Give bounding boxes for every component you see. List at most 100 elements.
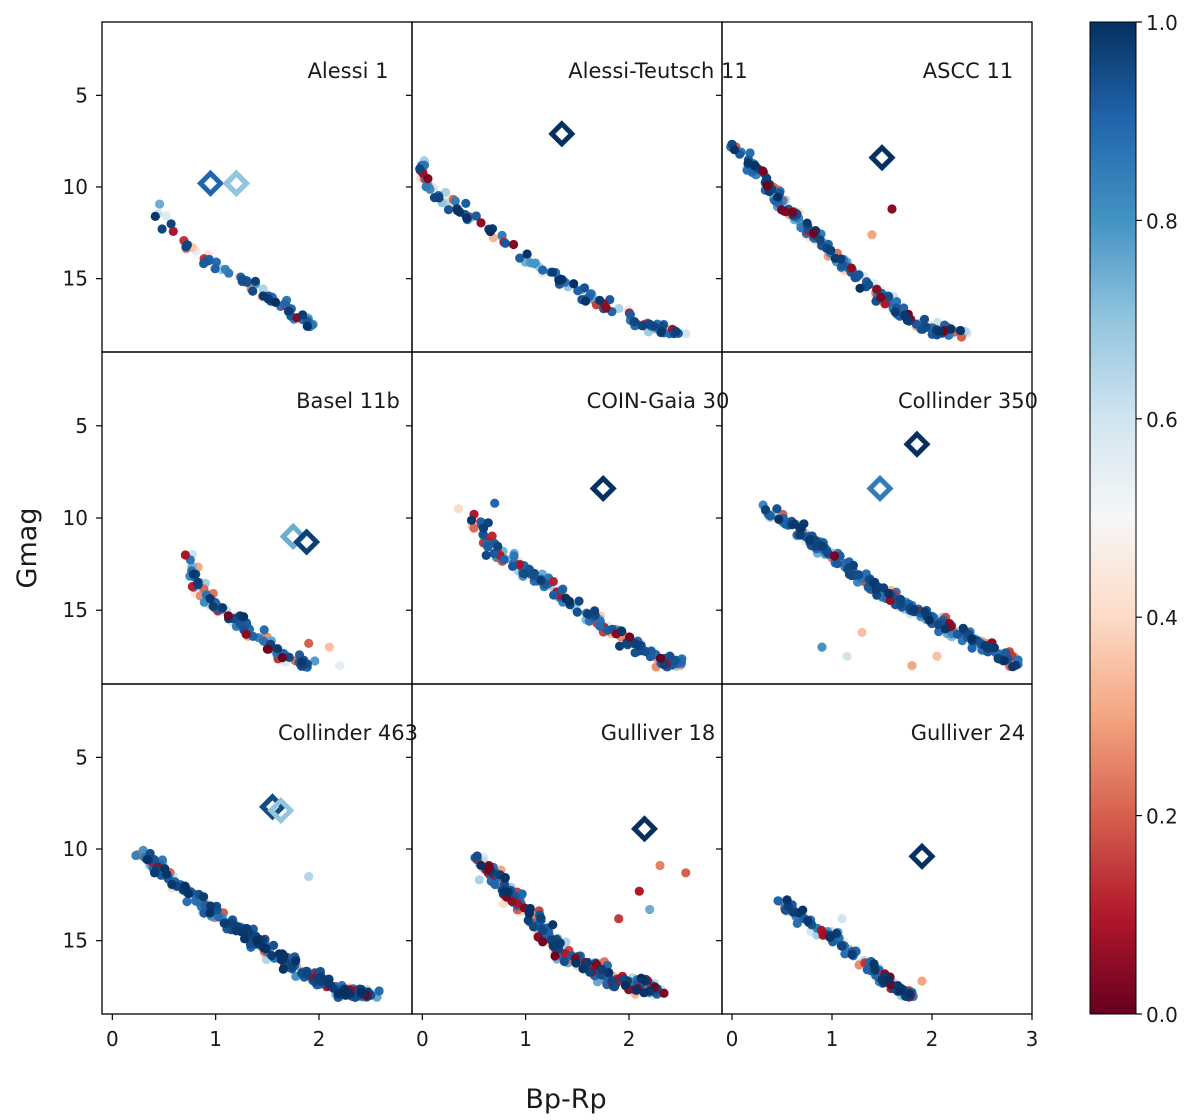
star-point <box>149 868 160 878</box>
panel-plot-area <box>131 793 384 1003</box>
star-point <box>515 253 525 263</box>
star-point <box>868 578 878 588</box>
star-point <box>750 161 760 171</box>
star-point <box>826 245 836 255</box>
star-point <box>554 275 564 285</box>
star-point <box>867 230 877 240</box>
bright-star-marker <box>222 169 250 197</box>
star-point <box>656 653 666 663</box>
star-point <box>870 965 880 975</box>
colorbar-tick-label: 0.2 <box>1146 805 1178 829</box>
star-point <box>946 324 956 334</box>
star-point <box>206 901 216 911</box>
star-point <box>440 187 451 197</box>
star-point <box>478 530 488 540</box>
star-point <box>614 914 624 924</box>
x-tick-label: 0 <box>106 1027 119 1051</box>
panel-plot-area <box>180 522 345 672</box>
star-point <box>909 604 919 615</box>
star-point <box>503 887 513 897</box>
star-point <box>803 916 813 926</box>
star-point <box>773 192 783 202</box>
star-point <box>161 211 171 221</box>
y-tick-label: 5 <box>75 83 88 107</box>
star-point <box>269 940 279 951</box>
panel-plot-area <box>726 139 972 342</box>
panel-title: Collinder 350 <box>898 389 1038 413</box>
x-tick-label: 1 <box>826 1027 839 1051</box>
star-point <box>815 235 825 245</box>
star-point <box>201 256 211 266</box>
star-point <box>830 253 840 263</box>
star-point <box>762 181 772 191</box>
star-point <box>481 550 491 561</box>
panel-plot-area <box>453 474 687 672</box>
star-point <box>885 595 895 606</box>
x-tick-label: 0 <box>726 1027 739 1051</box>
star-point <box>832 559 842 569</box>
colorbar-gradient <box>1089 21 1137 1015</box>
y-tick-label: 5 <box>75 414 88 438</box>
star-point <box>304 871 314 882</box>
star-point <box>1008 662 1018 672</box>
star-point <box>777 205 787 215</box>
star-point <box>601 303 611 313</box>
star-point <box>614 303 624 314</box>
star-point <box>324 979 334 989</box>
star-point <box>239 612 249 622</box>
panels-grid: Alessi 1 5 10 15 Alessi-Teutsch 11 ASCC 11 Bas… <box>63 21 1038 1015</box>
panel-0: Alessi 1 5 10 15 <box>63 21 413 353</box>
star-point <box>967 643 977 653</box>
star-point <box>665 651 675 661</box>
bright-star-marker <box>903 430 931 458</box>
bright-star-marker <box>548 120 576 148</box>
star-point <box>896 594 906 605</box>
star-point <box>462 213 472 223</box>
x-tick-label: 2 <box>313 1027 326 1051</box>
star-point <box>955 325 966 336</box>
star-point <box>489 548 499 559</box>
star-point <box>630 317 640 327</box>
star-point <box>219 918 229 928</box>
star-point <box>837 914 847 924</box>
star-point <box>210 264 220 274</box>
star-point <box>796 523 806 534</box>
star-point <box>509 551 519 561</box>
star-point <box>536 913 546 923</box>
panel-title: Collinder 463 <box>278 721 418 745</box>
panel-plot-area <box>758 430 1023 672</box>
star-point <box>792 918 802 929</box>
star-point <box>182 897 192 907</box>
panel-title: ASCC 11 <box>923 59 1013 83</box>
star-point <box>645 904 655 915</box>
star-point <box>474 875 484 885</box>
panel-title: Gulliver 18 <box>601 721 715 745</box>
star-point <box>585 967 595 977</box>
colorbar-tick-label: 0.0 <box>1146 1003 1178 1027</box>
star-point <box>808 228 819 238</box>
star-point <box>895 986 905 996</box>
star-point <box>952 629 963 639</box>
y-tick-label: 10 <box>63 837 88 861</box>
star-point <box>597 964 607 975</box>
panel-5: Collinder 350 <box>716 351 1038 685</box>
star-point <box>772 504 782 514</box>
star-point <box>298 310 308 320</box>
star-point <box>818 541 828 551</box>
star-point <box>500 238 510 248</box>
star-point <box>297 657 307 667</box>
star-point <box>655 860 665 871</box>
star-point <box>617 626 627 636</box>
star-point <box>284 306 294 316</box>
star-point <box>862 965 872 975</box>
star-point <box>890 307 900 317</box>
star-point <box>924 615 934 625</box>
star-point <box>199 892 209 902</box>
panel-plot-area <box>415 120 691 339</box>
star-point <box>142 855 152 865</box>
star-point <box>302 321 312 331</box>
star-point <box>671 327 681 337</box>
star-point <box>131 850 141 861</box>
star-point <box>980 641 990 651</box>
star-point <box>434 193 444 203</box>
